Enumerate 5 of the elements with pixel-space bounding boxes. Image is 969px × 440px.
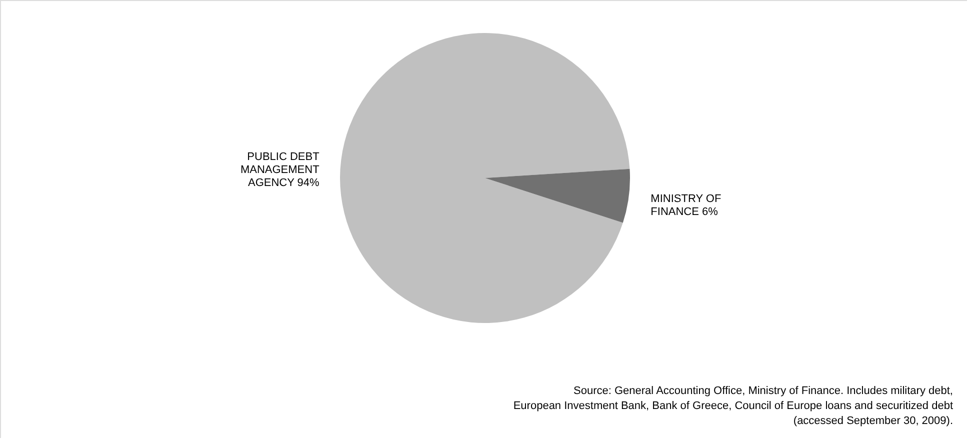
slice-label: PUBLIC DEBT MANAGEMENT AGENCY 94% xyxy=(240,151,320,190)
slice-label: MINISTRY OF FINANCE 6% xyxy=(650,192,722,218)
pie-slice xyxy=(485,168,630,223)
source-note: Source: General Accounting Office, Ministry of Finance. Includes military debt, European Investment Bank, Bank of Greece, Council of Europe loans and securitized debt (accessed September 30, 2009). xyxy=(513,385,953,427)
pie-slice xyxy=(340,33,630,323)
